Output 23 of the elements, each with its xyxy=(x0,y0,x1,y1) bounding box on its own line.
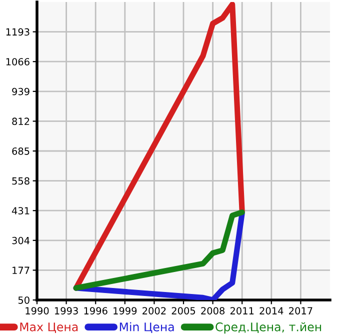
legend-label: Max Цена xyxy=(20,322,78,334)
x-tick-label: 1993 xyxy=(54,307,78,314)
y-tick-label: 1066 xyxy=(6,58,30,66)
y-tick-label: 177 xyxy=(12,266,30,274)
x-tick-label: 1999 xyxy=(114,307,137,314)
y-tick-label: 50 xyxy=(18,296,30,304)
y-tick-label: 304 xyxy=(12,236,30,244)
y-tick-label: 431 xyxy=(12,207,30,214)
x-tick-label: 1996 xyxy=(84,307,108,314)
x-tick-label: 2017 xyxy=(289,307,312,314)
x-tick-label: 2008 xyxy=(201,307,225,314)
x-tick-label: 2011 xyxy=(230,307,254,314)
x-tick-label: 2002 xyxy=(142,307,166,314)
y-tick-label: 939 xyxy=(12,88,30,96)
x-tick-label: 1990 xyxy=(26,307,49,314)
x-tick-label: 2005 xyxy=(172,307,196,314)
y-tick-label: 685 xyxy=(12,147,30,155)
legend-label: Сред.Цена, т.йен xyxy=(216,322,322,334)
legend-label: Min Цена xyxy=(120,322,174,334)
y-tick-label: 812 xyxy=(12,118,30,126)
x-tick-label: 2014 xyxy=(260,307,284,314)
y-tick-label: 558 xyxy=(12,177,30,185)
y-tick-label: 1193 xyxy=(6,28,30,36)
